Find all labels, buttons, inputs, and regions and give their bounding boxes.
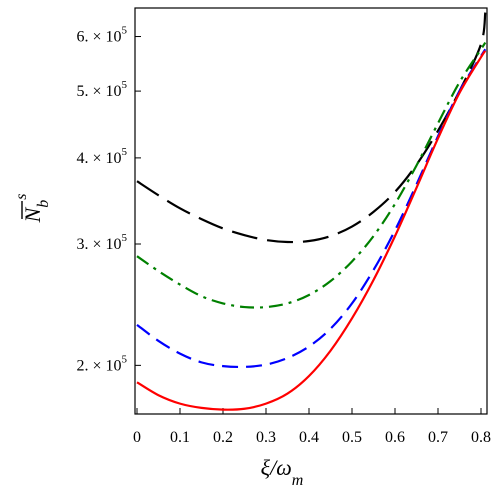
x-tick-label: 0.8 bbox=[471, 429, 491, 446]
y-tick-base: × 10 bbox=[92, 150, 121, 167]
x-axis-title-sub: m bbox=[292, 472, 304, 489]
x-axis-title: ξ/ωm bbox=[261, 455, 304, 489]
y-tick-label: 5. × 105 bbox=[76, 79, 127, 100]
y-tick-base: × 10 bbox=[92, 357, 121, 374]
plot-frame bbox=[134, 7, 488, 415]
y-tick-mantissa: 5. bbox=[76, 83, 92, 100]
y-tick-exponent: 5 bbox=[122, 25, 128, 37]
x-tick-label: 0.1 bbox=[170, 429, 190, 446]
y-tick-exponent: 5 bbox=[122, 232, 128, 244]
series-line-1 bbox=[136, 12, 487, 244]
y-tick-mantissa: 2. bbox=[76, 357, 92, 374]
series-line-2 bbox=[136, 41, 487, 309]
series-line-4 bbox=[136, 50, 487, 411]
y-tick-label: 3. × 105 bbox=[76, 232, 127, 253]
y-axis-title-sup: s bbox=[13, 194, 30, 200]
x-tick-label: 0.7 bbox=[428, 429, 448, 446]
series-line-3 bbox=[136, 48, 487, 369]
y-axis-title-sub: b bbox=[35, 200, 52, 208]
y-tick-exponent: 5 bbox=[122, 353, 128, 365]
y-axis-title-main: N bbox=[20, 206, 45, 223]
x-tick-label: 0 bbox=[133, 429, 141, 446]
x-tick-label: 0.6 bbox=[385, 429, 405, 446]
x-tick-label: 0.4 bbox=[299, 429, 319, 446]
y-tick-label: 6. × 105 bbox=[76, 25, 127, 46]
x-tick-label: 0.3 bbox=[256, 429, 276, 446]
y-tick-mantissa: 4. bbox=[76, 150, 92, 167]
x-tick-label: 0.2 bbox=[213, 429, 233, 446]
y-tick-mantissa: 6. bbox=[76, 29, 92, 46]
y-axis-title: Nbs bbox=[13, 194, 52, 224]
y-tick-base: × 10 bbox=[92, 29, 121, 46]
y-tick-mantissa: 3. bbox=[76, 236, 92, 253]
x-axis: 0 0.1 0.2 0.3 0.4 0.5 0.6 0.7 0.8 bbox=[133, 408, 491, 446]
y-tick-exponent: 5 bbox=[122, 79, 128, 91]
y-tick-base: × 10 bbox=[92, 236, 121, 253]
y-tick-label: 2. × 105 bbox=[76, 353, 127, 374]
y-tick-exponent: 5 bbox=[122, 146, 128, 158]
y-tick-base: × 10 bbox=[92, 83, 121, 100]
x-tick-label: 0.5 bbox=[342, 429, 362, 446]
series-layer bbox=[136, 12, 487, 411]
svg-text:Nbs: Nbs bbox=[13, 194, 52, 224]
x-axis-title-main: ξ/ω bbox=[261, 455, 292, 480]
y-tick-label: 4. × 105 bbox=[76, 146, 127, 167]
